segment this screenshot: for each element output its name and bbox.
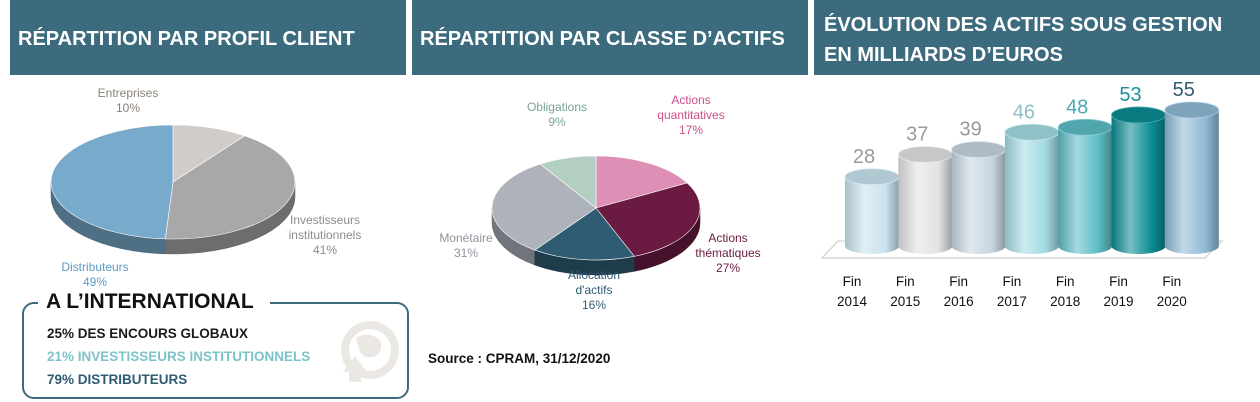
- bar-category-label: Fin 2015: [890, 274, 920, 309]
- evolution-chart-title-line2: EN MILLIARDS D’EUROS: [824, 44, 1063, 66]
- evolution-chart-title-line1: ÉVOLUTION DES ACTIFS SOUS GESTION: [824, 14, 1223, 36]
- bar-category-label: Fin 2020: [1157, 274, 1187, 309]
- international-line-distributors: 79% DISTRIBUTEURS: [47, 372, 188, 387]
- bar-value-label: 55: [1173, 79, 1195, 101]
- bar-category-label: Fin 2016: [944, 274, 974, 309]
- pie-slice: [491, 163, 597, 251]
- bar-cylinder: [1111, 114, 1166, 254]
- bar-category-label: Fin 2018: [1050, 274, 1080, 309]
- bar-category-label: Fin 2014: [837, 274, 868, 309]
- bar-category-label: Fin 2017: [997, 274, 1027, 309]
- asset-class-chart-header: RÉPARTITION PAR CLASSE D’ACTIFS: [412, 0, 808, 75]
- pie-slice: [534, 207, 635, 261]
- bar-cap: [1111, 106, 1166, 124]
- pie-slice: [172, 124, 246, 183]
- aum-bar-chart: 28 Fin 2014 37 Fin 2015 39 Fin 2016 46 Fin 2017 48 Fi…: [820, 79, 1224, 309]
- pie-slice-label: Investisseurs institutionnels 41%: [289, 213, 362, 257]
- pie-slice: [539, 155, 597, 209]
- asset-class-pie-chart: Actions quantitatives 17% Actions thématique…: [439, 93, 760, 312]
- profile-pie-chart: Entreprises 10% Investisseurs institutionne…: [50, 86, 362, 289]
- pie-slice-label: Distributeurs 49%: [61, 260, 128, 289]
- pie-slice-label: Monétaire 31%: [439, 231, 493, 260]
- pie-slice-label: Obligations 9%: [527, 100, 587, 129]
- bar-cylinder: [1004, 132, 1059, 254]
- profile-chart-header: RÉPARTITION PAR PROFIL CLIENT: [10, 0, 406, 75]
- pie-slice-label: Actions thématiques 27%: [695, 231, 760, 275]
- bar-value-label: 37: [906, 124, 928, 146]
- bar-cylinder: [898, 154, 953, 254]
- pie-slice-label: Actions quantitatives 17%: [657, 93, 724, 137]
- asset-class-chart-title: RÉPARTITION PAR CLASSE D’ACTIFS: [420, 28, 785, 50]
- source-note: Source : CPRAM, 31/12/2020: [428, 351, 611, 366]
- pie-slice: [164, 135, 296, 240]
- bar-cylinder: [1164, 110, 1219, 254]
- pie-slice: [595, 182, 701, 257]
- bar-cap: [1004, 123, 1060, 141]
- bar-category-label: Fin 2019: [1103, 274, 1133, 309]
- evolution-chart-header: ÉVOLUTION DES ACTIFS SOUS GESTION EN MIL…: [814, 0, 1260, 75]
- bar-cylinder: [1058, 127, 1113, 254]
- international-line-global: 25% DES ENCOURS GLOBAUX: [47, 326, 249, 341]
- bar-value-label: 39: [959, 119, 981, 141]
- bar-cap: [897, 146, 953, 163]
- pie-slice: [50, 124, 174, 240]
- bar-cap: [844, 168, 900, 186]
- bar-value-label: 53: [1119, 84, 1141, 106]
- profile-chart-title: RÉPARTITION PAR PROFIL CLIENT: [18, 28, 355, 50]
- pie-slice: [595, 155, 688, 209]
- bar-cylinder: [845, 176, 899, 254]
- bar-cap: [1164, 101, 1220, 119]
- bar-value-label: 46: [1013, 101, 1035, 123]
- bar-cylinder: [951, 149, 1006, 254]
- bar-cap: [1057, 118, 1113, 136]
- bar-value-label: 28: [853, 146, 875, 168]
- international-line-institutional: 21% INVESTISSEURS INSTITUTIONNELS: [47, 349, 311, 364]
- pie-slice-label: Allocation d'actifs 16%: [568, 268, 620, 312]
- international-title: A L’INTERNATIONAL: [38, 290, 270, 314]
- pie-slice-label: Entreprises 10%: [98, 86, 159, 115]
- bar-cap: [951, 141, 1006, 158]
- bar-value-label: 48: [1066, 96, 1088, 118]
